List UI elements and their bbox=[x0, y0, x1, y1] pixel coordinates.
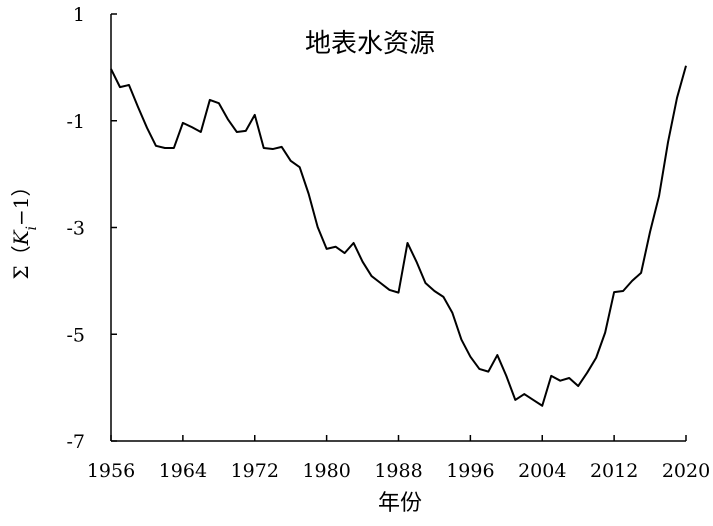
x-tick-label: 2020 bbox=[662, 460, 710, 482]
y-tick-label: -5 bbox=[66, 324, 85, 346]
y-tick-label: -1 bbox=[66, 111, 85, 133]
y-axis-label: Σ（Ki−1） bbox=[9, 176, 40, 279]
y-label-part: i bbox=[24, 226, 40, 230]
y-tick-label: -3 bbox=[66, 218, 85, 240]
x-axis-label: 年份 bbox=[378, 491, 422, 516]
x-tick-label: 2012 bbox=[590, 460, 638, 482]
data-line bbox=[110, 65, 687, 407]
x-tick-label: 1980 bbox=[302, 460, 350, 482]
y-tick-label: 1 bbox=[73, 4, 85, 26]
y-label-part: K bbox=[9, 229, 33, 246]
y-label-part: −1） bbox=[9, 176, 33, 225]
x-tick-label: 2004 bbox=[518, 460, 566, 482]
chart-title: 地表水资源 bbox=[305, 29, 435, 59]
x-tick-label: 1956 bbox=[87, 460, 135, 482]
x-tick-label: 1988 bbox=[374, 460, 422, 482]
y-tick-label: -7 bbox=[66, 431, 85, 453]
x-tick-label: 1996 bbox=[446, 460, 494, 482]
x-tick-label: 1964 bbox=[159, 460, 207, 482]
y-label-part: Σ（ bbox=[9, 245, 33, 279]
x-tick-label: 1972 bbox=[231, 460, 279, 482]
